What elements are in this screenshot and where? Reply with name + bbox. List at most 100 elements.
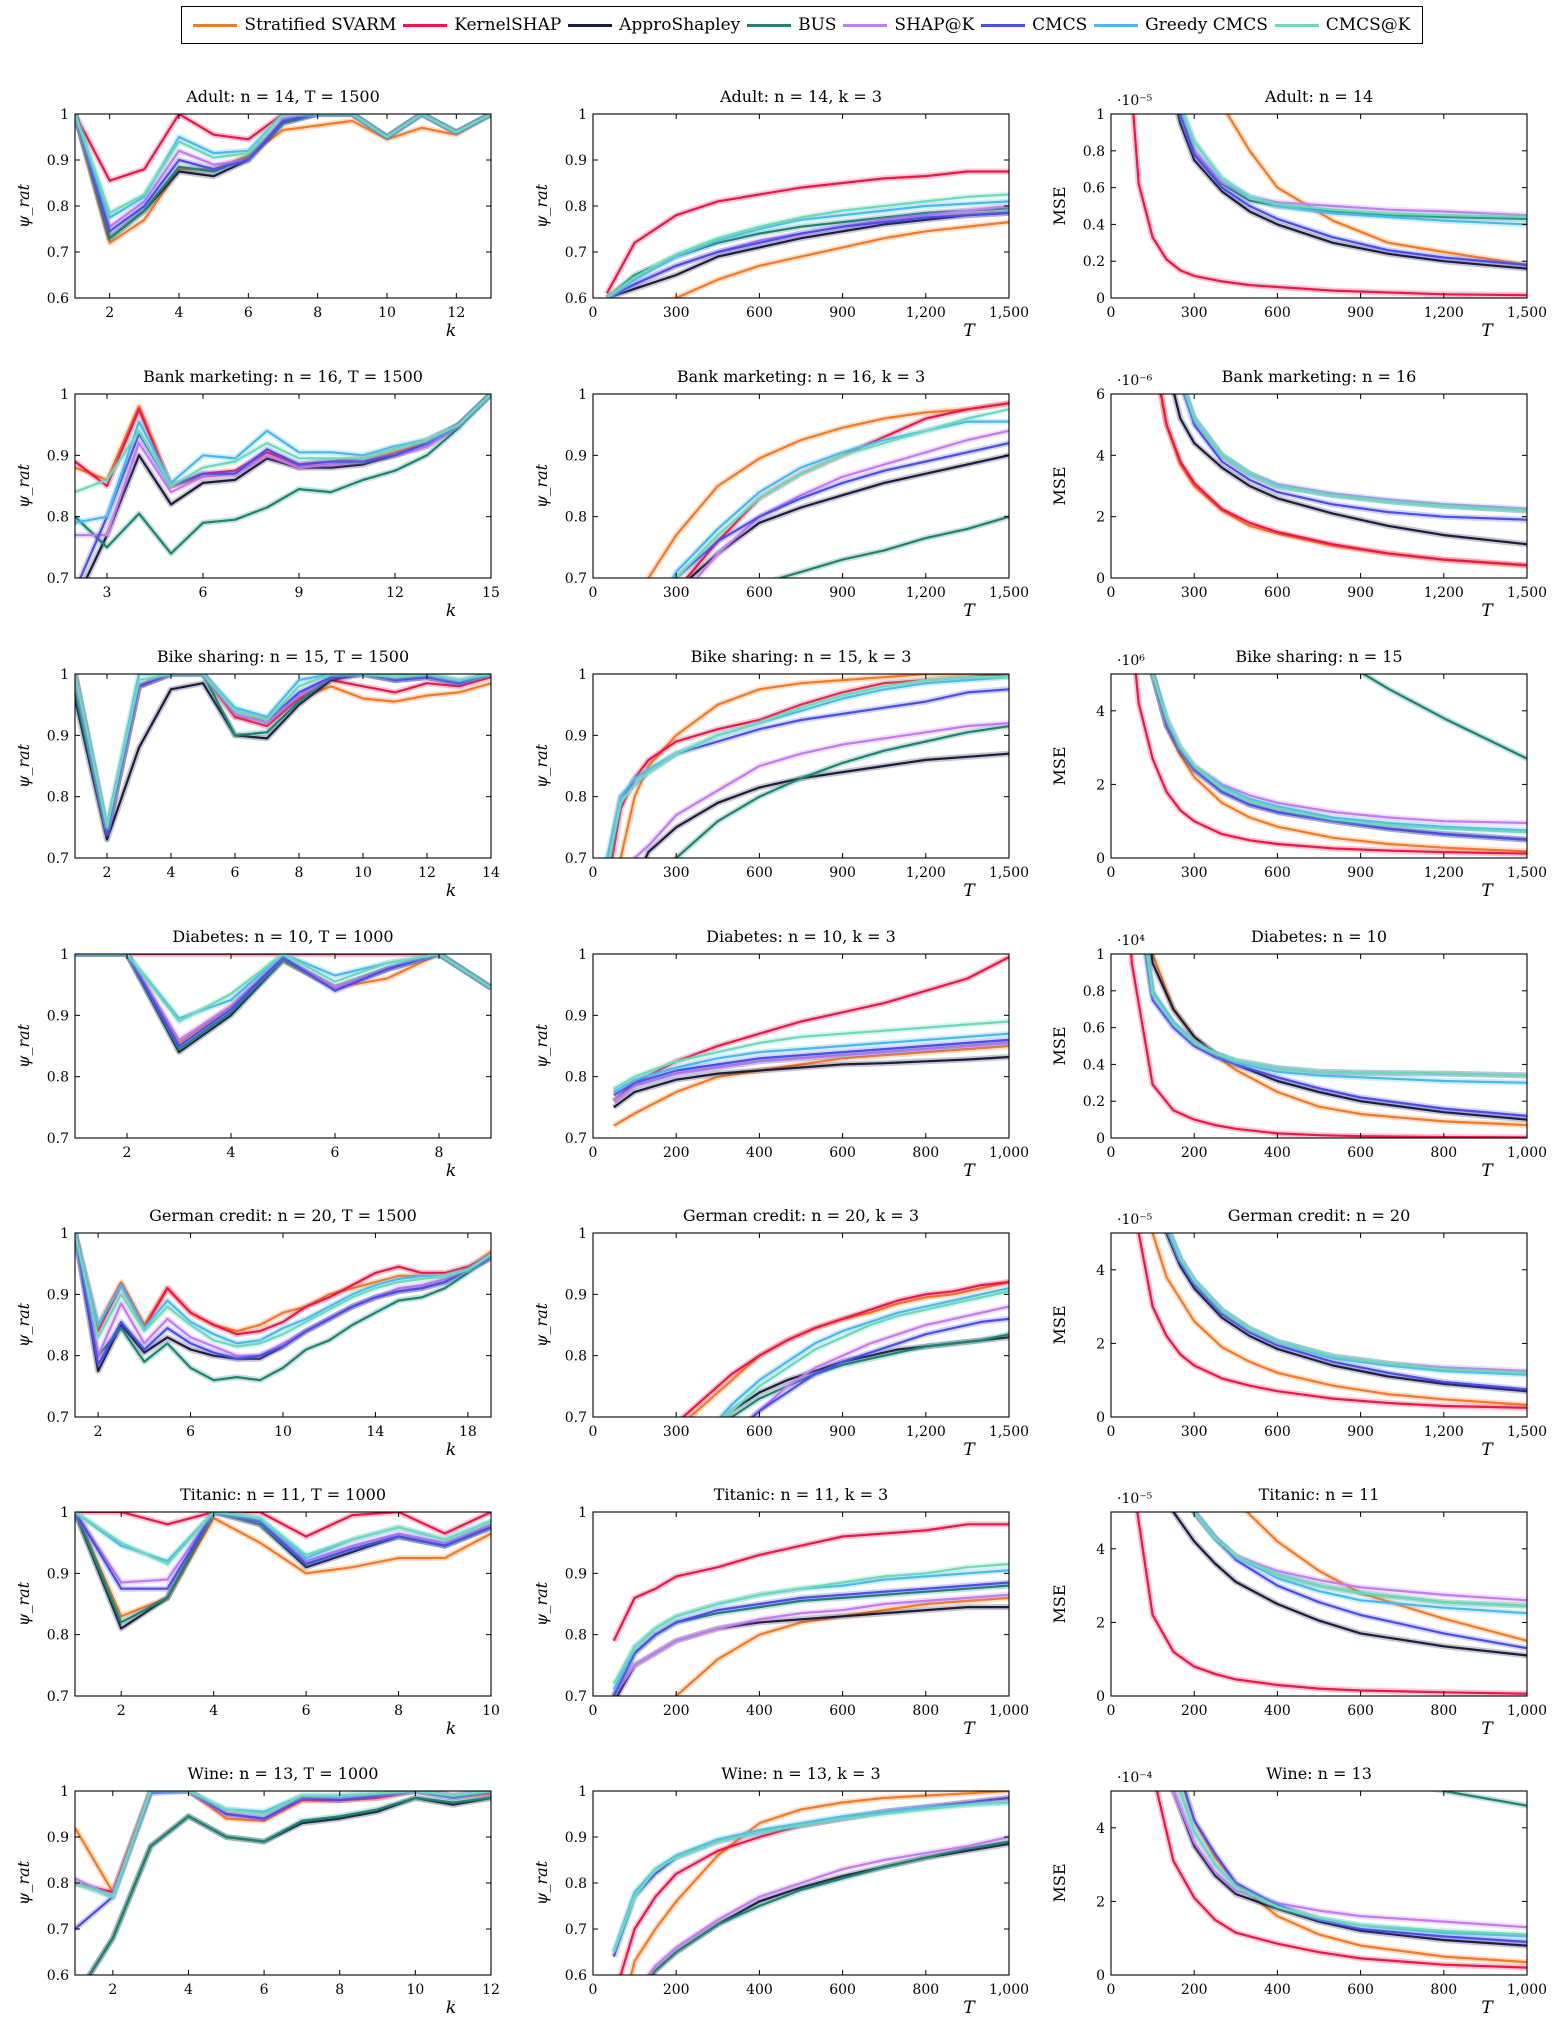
x-tick-label: 12	[447, 305, 465, 321]
y-tick-label: 0.8	[47, 1876, 69, 1892]
series-line	[1151, 674, 1527, 834]
x-tick-label: 9	[295, 585, 304, 601]
y-tick-label: 0.9	[565, 1830, 587, 1846]
y-tick-label: 0.7	[47, 245, 69, 261]
series-group	[645, 400, 1009, 578]
series-group	[678, 1279, 1009, 1417]
chart-panel: 0 200 400 600 800 1,000 0 2 4 Titanic: n = 11 T MSE…	[1050, 1485, 1547, 1739]
series-line	[75, 1512, 491, 1566]
plot-frame	[1110, 673, 1528, 859]
series-group	[75, 954, 491, 1056]
series-group	[75, 1791, 491, 1975]
y-tick-label: 1	[1096, 947, 1105, 963]
chart-panel: 0 300 600 900 1,200 1,500 0.7 0.8 0.9 1 German cre…	[532, 1206, 1029, 1460]
chart-title: Diabetes: n = 10, k = 3	[706, 927, 896, 946]
chart-title: Diabetes: n = 10	[1251, 927, 1387, 946]
x-tick-label: 4	[167, 865, 176, 881]
legend-label: BUS	[798, 15, 837, 35]
y-tick-label: 0.7	[47, 571, 69, 587]
series-line	[75, 674, 491, 829]
axis-scale-label: ·10⁻⁵	[1117, 1491, 1153, 1507]
y-tick-label: 4	[1096, 1263, 1105, 1279]
y-tick-label: 2	[1096, 1894, 1105, 1910]
series-line	[1179, 114, 1527, 220]
chart-panel: 0 300 600 900 1,200 1,500 0 0.2 0.4 0.6 0.8 1 Adult:…	[1050, 87, 1547, 341]
series-line	[1134, 674, 1527, 855]
chart-panel: 0 200 400 600 800 1,000 0 2 4 Wine: n = 13 T MSE ·10…	[1050, 1764, 1547, 2018]
x-axis-label: T	[1481, 1998, 1494, 2018]
x-axis-label: T	[963, 1998, 976, 2018]
chart-panel: 0 200 400 600 800 1,000 0.7 0.8 0.9 1 Diabetes: n …	[532, 927, 1029, 1181]
series-line	[613, 1038, 1009, 1097]
x-axis-label: k	[446, 1719, 456, 1739]
series-line	[75, 394, 491, 494]
series-line	[1166, 1233, 1527, 1391]
x-tick-label: 200	[1181, 1145, 1208, 1161]
chart-panel: 0 200 400 600 800 1,000 0 0.2 0.4 0.6 0.8 1 Diabetes…	[1050, 927, 1547, 1181]
x-axis-label: T	[963, 321, 976, 341]
x-tick-label: 900	[1347, 585, 1374, 601]
x-tick-label: 1,000	[1507, 1145, 1547, 1161]
series-line	[75, 114, 491, 182]
y-tick-label: 2	[1096, 1336, 1105, 1352]
chart-panel: 0 300 600 900 1,200 1,500 0 2 4 Bike sharing: n =…	[1050, 647, 1547, 901]
legend-item: ApproShapley	[568, 15, 740, 35]
series-band	[1157, 394, 1527, 569]
x-tick-label: 1,200	[1424, 865, 1464, 881]
x-tick-label: 2	[123, 1145, 132, 1161]
series-band	[75, 1233, 491, 1368]
axis-scale-label: ·10⁻⁴	[1117, 1770, 1153, 1786]
y-tick-label: 1	[578, 947, 587, 963]
y-tick-label: 0.8	[47, 790, 69, 806]
x-tick-label: 2	[94, 1424, 103, 1440]
series-line	[612, 1563, 1009, 1685]
series-line	[674, 408, 1009, 578]
x-tick-label: 600	[1347, 1703, 1374, 1719]
x-tick-label: 600	[1264, 585, 1291, 601]
x-axis-label: T	[1481, 321, 1494, 341]
series-line	[633, 722, 1009, 858]
chart-panel: 2 4 6 8 10 12 0.6 0.7 0.8 0.9 1 Adult: n = 14, T = …	[14, 87, 492, 341]
series-line	[1159, 394, 1527, 567]
x-tick-label: 400	[746, 1703, 773, 1719]
series-line	[1192, 1512, 1527, 1650]
series-line	[613, 956, 1009, 1103]
x-tick-label: 0	[1107, 865, 1116, 881]
series-band	[1190, 1512, 1527, 1604]
series-line	[776, 515, 1009, 578]
series-line	[1172, 1791, 1527, 1929]
series-group	[604, 168, 1009, 298]
series-line	[75, 114, 491, 244]
y-tick-label: 0.6	[565, 1968, 587, 1984]
y-tick-label: 0.8	[47, 1070, 69, 1086]
y-tick-label: 0.8	[565, 1070, 587, 1086]
plot-frame	[74, 953, 492, 1139]
x-tick-label: 8	[335, 1982, 344, 1998]
series-line	[647, 1835, 1009, 1975]
series-band	[1177, 114, 1527, 268]
y-tick-label: 1	[60, 667, 69, 683]
x-tick-label: 1,000	[989, 1982, 1029, 1998]
legend-label: KernelSHAP	[454, 15, 562, 35]
y-tick-label: 0.9	[47, 448, 69, 464]
series-line	[750, 1317, 1009, 1417]
y-axis-label: ψ_rat	[14, 463, 33, 508]
y-tick-label: 0	[1096, 1689, 1105, 1705]
x-tick-label: 900	[829, 585, 856, 601]
x-tick-label: 0	[1107, 1982, 1116, 1998]
series-line	[75, 1233, 491, 1348]
y-tick-label: 0.6	[47, 291, 69, 307]
y-tick-label: 0.6	[47, 1968, 69, 1984]
series-band	[1190, 1512, 1527, 1609]
chart-title: German credit: n = 20, k = 3	[683, 1206, 919, 1225]
y-tick-label: 4	[1096, 1821, 1105, 1837]
series-line	[647, 402, 1009, 578]
series-line	[75, 1233, 491, 1345]
chart-panel: 0 200 400 600 800 1,000 0.6 0.7 0.8 0.9 1 Wine: n =…	[532, 1764, 1029, 2018]
series-line	[629, 1791, 1009, 1975]
y-tick-label: 0.7	[47, 1131, 69, 1147]
plot-frame	[592, 953, 1010, 1139]
series-line	[1245, 1512, 1527, 1642]
y-tick-label: 0.7	[565, 1410, 587, 1426]
series-line	[75, 394, 491, 537]
